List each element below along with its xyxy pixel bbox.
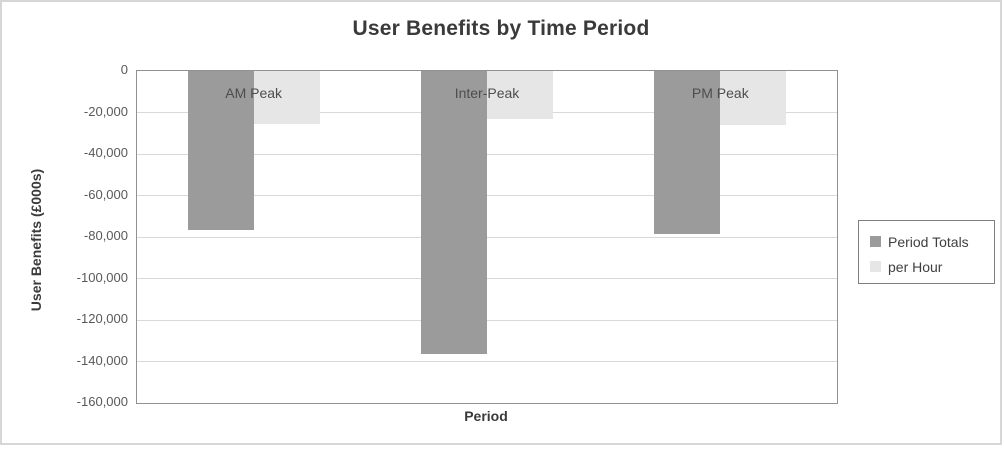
y-tick-label: 0 [120,62,128,77]
legend-label: Period Totals [888,233,969,250]
category-label: AM Peak [225,85,283,101]
bar-per-hour [720,71,787,125]
plot-area: AM Peak Inter-Peak PM Peak [136,70,838,404]
y-tick-label: -100,000 [76,269,128,285]
bar-period-totals [654,71,721,234]
category-label: PM Peak [691,85,749,101]
gridline [137,236,837,238]
y-tick-label: -80,000 [83,228,128,243]
legend-swatch-icon [870,236,881,247]
legend: Period Totals per Hour [858,220,995,284]
y-tick-label: -160,000 [76,394,128,409]
x-axis-title: Period [464,408,508,424]
y-tick-label: -120,000 [76,311,128,326]
gridline [137,361,837,362]
chart-title: User Benefits by Time Period [352,17,650,40]
y-tick-label: -60,000 [83,186,128,202]
gridline [137,319,837,321]
bar-period-totals [187,71,254,230]
bar-per-hour [487,71,553,119]
legend-swatch-icon [870,261,881,272]
category-label: Inter-Peak [454,85,520,101]
legend-item: Period Totals [870,229,994,254]
chart-frame: User Benefits by Time Period User Benefi… [0,0,1002,445]
legend-label: per Hour [888,258,943,275]
y-tick-label: -40,000 [83,145,128,160]
y-tick-label: -140,000 [76,352,128,368]
bar-period-totals [421,71,487,355]
gridline [137,195,837,196]
gridline [137,153,837,155]
y-tick-label: -20,000 [83,103,128,119]
bar-per-hour [253,71,320,124]
gridline [137,278,837,279]
legend-item: per Hour [870,254,994,279]
